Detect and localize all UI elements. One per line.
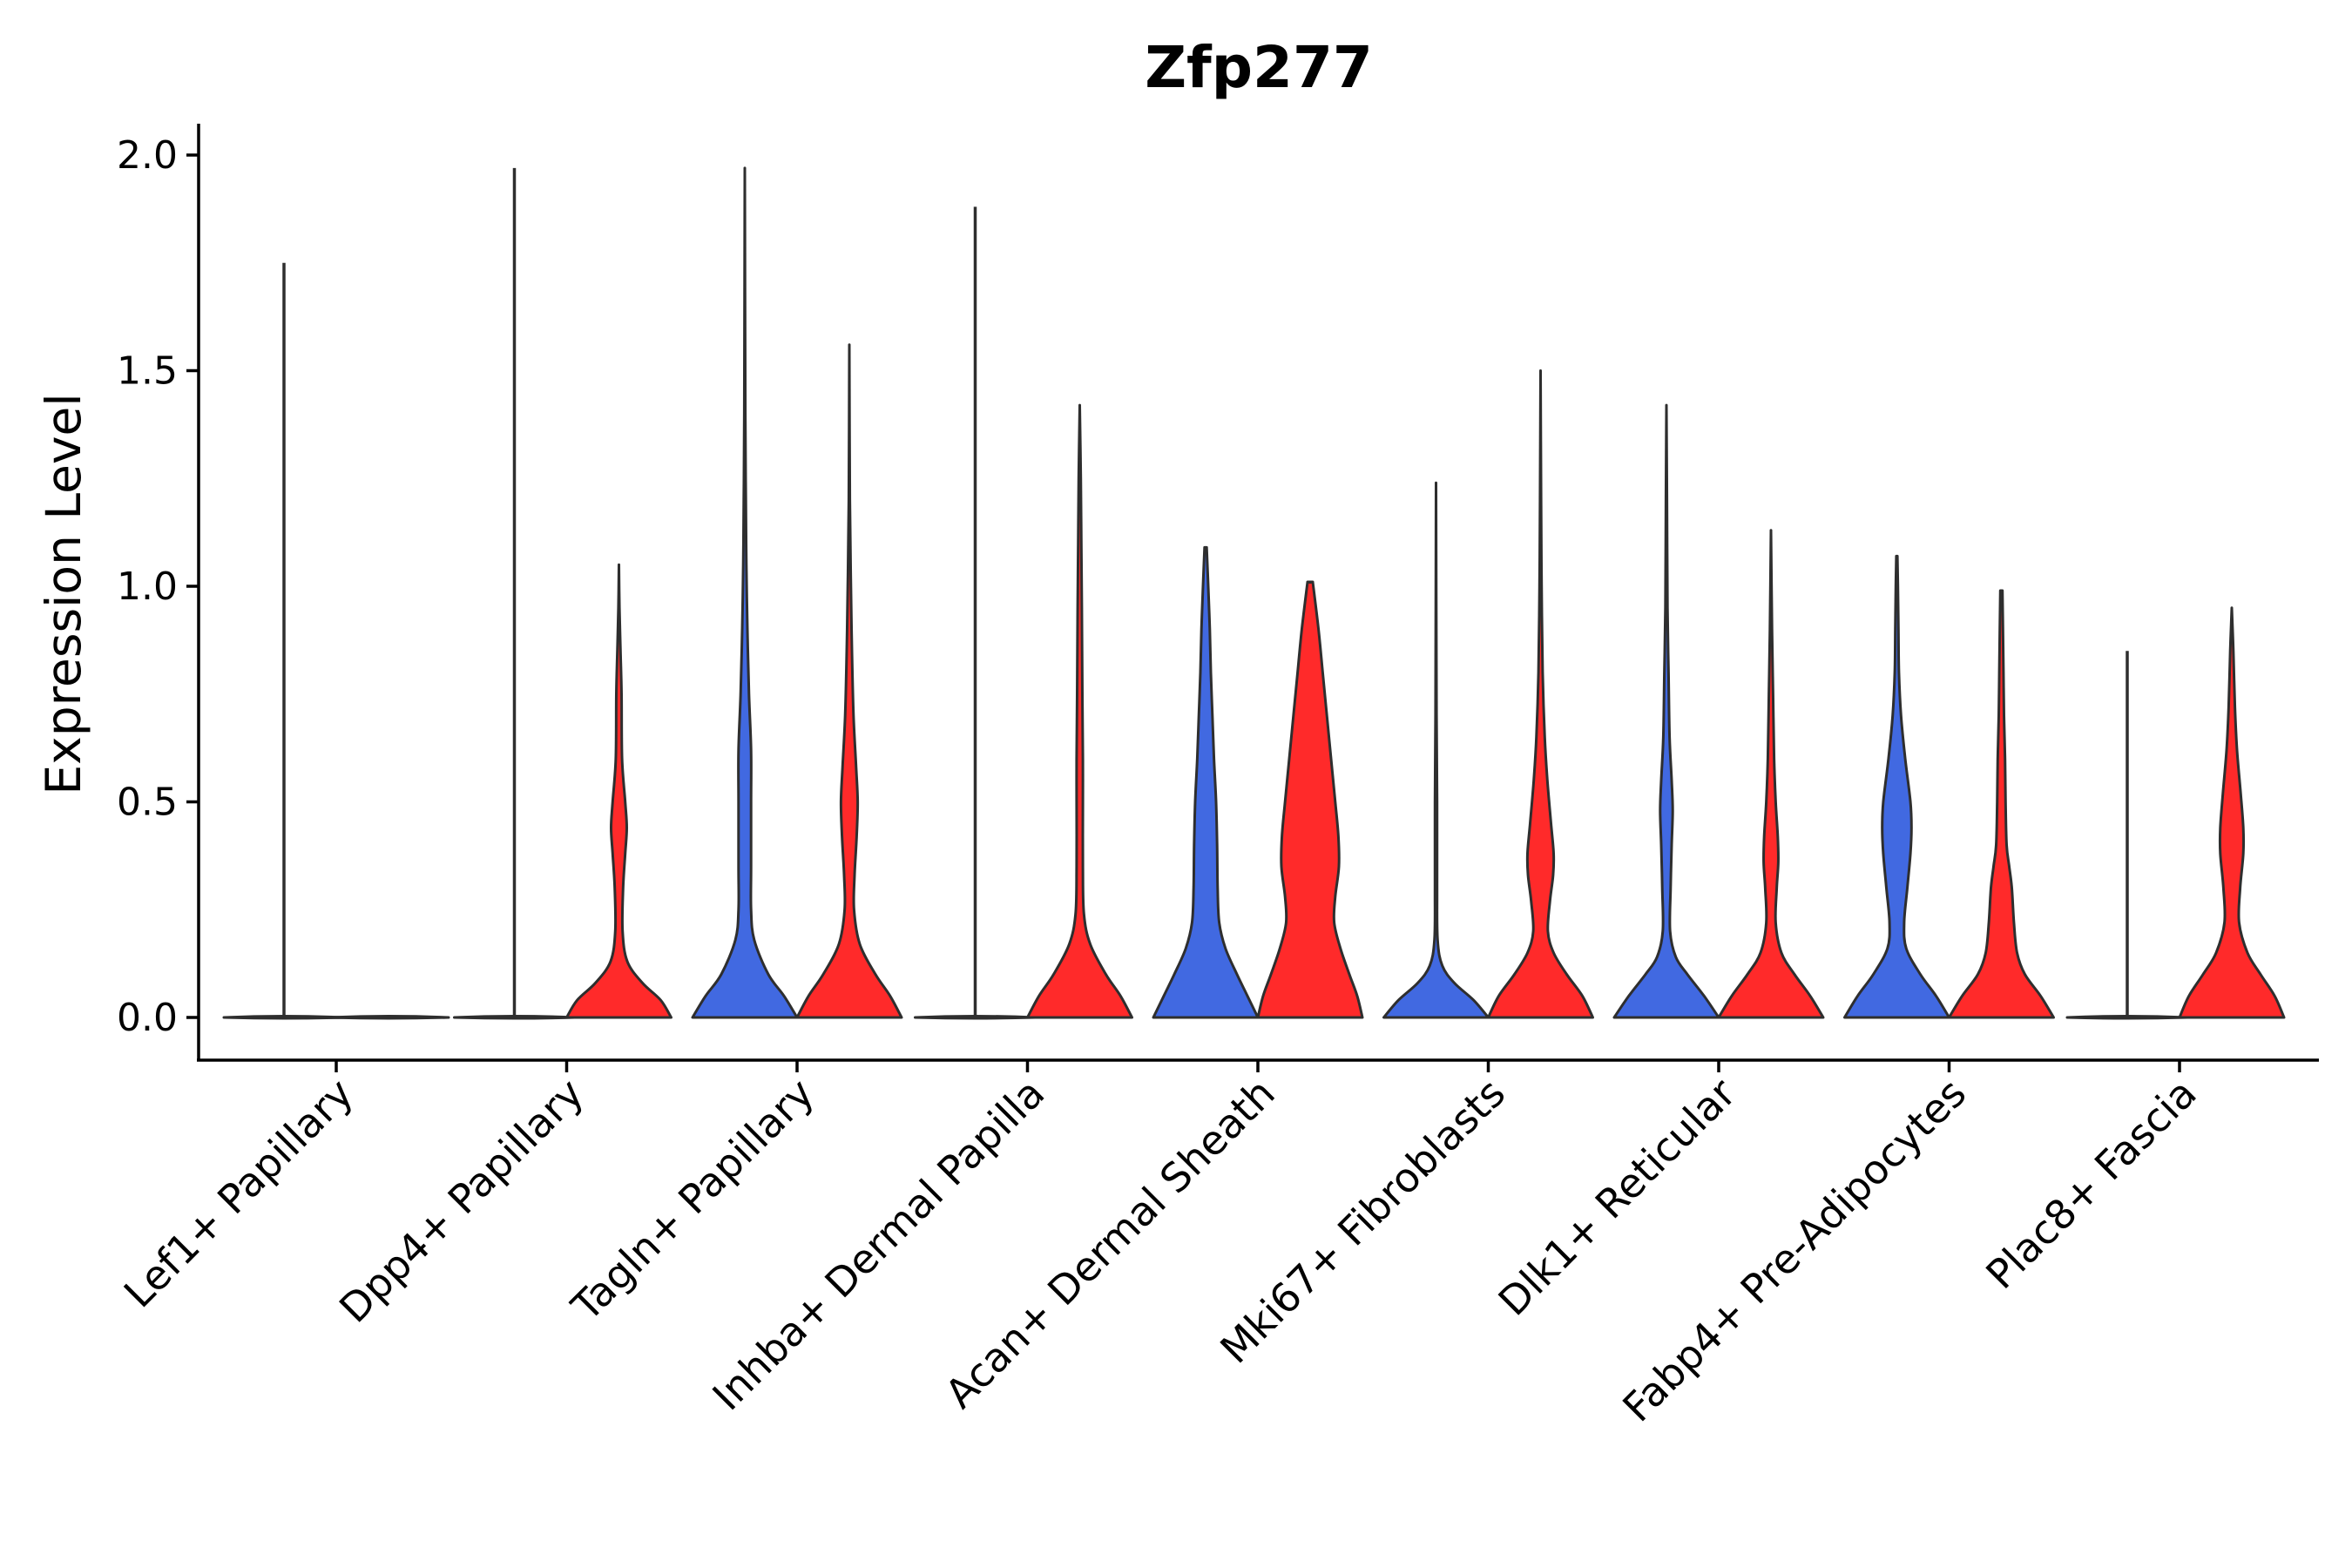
x-category-label: Tagln+ Papillary [562, 1070, 823, 1331]
violin-left [1382, 481, 1490, 1019]
x-category-label: Dpp4+ Papillary [330, 1070, 592, 1332]
violin-right [1948, 589, 2055, 1019]
violin-body [327, 1015, 450, 1020]
violin-body [1256, 580, 1364, 1019]
y-ticks: 0.0 0.5 1.0 1.5 2.0 [117, 133, 199, 1040]
violin-right [1717, 529, 1825, 1019]
violin-right [1256, 580, 1364, 1019]
violin-body [565, 563, 672, 1019]
violin-left [914, 206, 1037, 1020]
violin-left [2065, 651, 2189, 1020]
violin-left [222, 262, 346, 1020]
violin-right [1487, 369, 1594, 1019]
violin-body [1382, 481, 1490, 1019]
violin-right [2178, 606, 2286, 1019]
violin-right [327, 1015, 450, 1020]
violin-left [1152, 545, 1260, 1019]
violin-body [1152, 545, 1260, 1019]
violin-body [1843, 554, 1950, 1019]
y-tick-label: 1.0 [117, 564, 178, 609]
violin-body [1717, 529, 1825, 1019]
violin-right [565, 563, 672, 1019]
y-tick-label: 2.0 [117, 133, 178, 178]
y-tick-label: 0.5 [117, 781, 178, 825]
violin-body [1026, 403, 1133, 1019]
violin-body [2178, 606, 2286, 1019]
violin-body [795, 343, 903, 1019]
violin-left [691, 166, 799, 1019]
y-axis-title: Expression Level [36, 393, 91, 794]
violin-left [1843, 554, 1950, 1019]
x-category-label: Lef1+ Papillary [115, 1070, 362, 1317]
x-category-label: Plac8+ Fascia [1977, 1070, 2205, 1298]
violin-left [1612, 403, 1720, 1019]
violin-body [1948, 589, 2055, 1019]
violin-right [1026, 403, 1133, 1019]
violin-body [1612, 403, 1720, 1019]
violin-body [1487, 369, 1594, 1019]
violin-body [691, 166, 799, 1019]
violins-layer [222, 166, 2286, 1020]
y-tick-label: 0.0 [117, 996, 178, 1040]
x-category-label: Dlk1+ Reticular [1490, 1070, 1745, 1325]
chart-title: Zfp277 [1145, 34, 1373, 101]
violin-right [795, 343, 903, 1019]
y-tick-label: 1.5 [117, 349, 178, 394]
violin-left [453, 167, 576, 1020]
